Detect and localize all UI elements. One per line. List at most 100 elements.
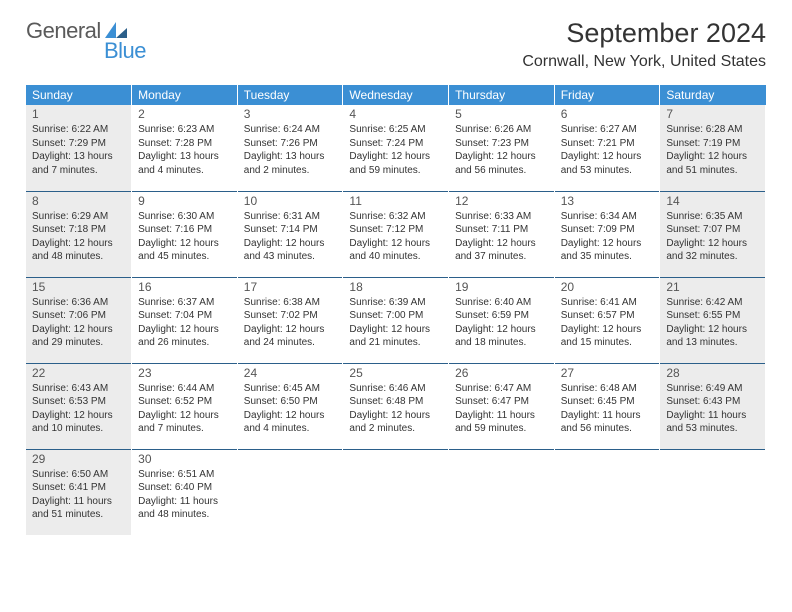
sunset-text: Sunset: 7:04 PM bbox=[138, 309, 231, 323]
daylight-text: Daylight: 12 hours bbox=[349, 237, 442, 251]
sunrise-text: Sunrise: 6:50 AM bbox=[32, 468, 125, 482]
sunrise-text: Sunrise: 6:25 AM bbox=[349, 123, 442, 137]
daylight-text: Daylight: 12 hours bbox=[666, 150, 759, 164]
day-number: 13 bbox=[561, 194, 654, 208]
day-cell: 11Sunrise: 6:32 AMSunset: 7:12 PMDayligh… bbox=[343, 191, 449, 277]
sunset-text: Sunset: 7:19 PM bbox=[666, 137, 759, 151]
daylight-text: and 7 minutes. bbox=[32, 164, 125, 178]
daylight-text: and 48 minutes. bbox=[32, 250, 125, 264]
day-number: 6 bbox=[561, 107, 654, 121]
day-cell: 16Sunrise: 6:37 AMSunset: 7:04 PMDayligh… bbox=[132, 277, 238, 363]
calendar-table: SundayMondayTuesdayWednesdayThursdayFrid… bbox=[26, 85, 766, 535]
daylight-text: Daylight: 11 hours bbox=[561, 409, 654, 423]
daylight-text: and 13 minutes. bbox=[666, 336, 759, 350]
daylight-text: and 4 minutes. bbox=[138, 164, 231, 178]
day-number: 12 bbox=[455, 194, 548, 208]
daylight-text: and 4 minutes. bbox=[244, 422, 337, 436]
sunrise-text: Sunrise: 6:31 AM bbox=[244, 210, 337, 224]
daylight-text: Daylight: 11 hours bbox=[138, 495, 231, 509]
daylight-text: Daylight: 11 hours bbox=[32, 495, 125, 509]
day-cell: 19Sunrise: 6:40 AMSunset: 6:59 PMDayligh… bbox=[449, 277, 555, 363]
day-cell bbox=[343, 449, 449, 535]
daylight-text: and 2 minutes. bbox=[244, 164, 337, 178]
day-cell bbox=[237, 449, 343, 535]
day-number: 24 bbox=[244, 366, 337, 380]
sunset-text: Sunset: 7:21 PM bbox=[561, 137, 654, 151]
day-cell: 29Sunrise: 6:50 AMSunset: 6:41 PMDayligh… bbox=[26, 449, 132, 535]
daylight-text: Daylight: 12 hours bbox=[244, 409, 337, 423]
day-header: Wednesday bbox=[343, 85, 449, 105]
daylight-text: and 32 minutes. bbox=[666, 250, 759, 264]
sunrise-text: Sunrise: 6:33 AM bbox=[455, 210, 548, 224]
logo-text-2: Blue bbox=[104, 38, 146, 64]
day-number: 30 bbox=[138, 452, 231, 466]
day-number: 11 bbox=[349, 194, 442, 208]
day-number: 1 bbox=[32, 107, 125, 121]
day-cell: 25 Sunrise: 6:46 AMSunset: 6:48 PMDayligh… bbox=[343, 363, 449, 449]
daylight-text: Daylight: 12 hours bbox=[561, 323, 654, 337]
sunset-text: Sunset: 7:09 PM bbox=[561, 223, 654, 237]
day-header: Friday bbox=[554, 85, 660, 105]
sunset-text: Sunset: 7:12 PM bbox=[349, 223, 442, 237]
daylight-text: and 53 minutes. bbox=[561, 164, 654, 178]
day-number: 8 bbox=[32, 194, 125, 208]
day-header: Saturday bbox=[660, 85, 766, 105]
day-number: 23 bbox=[138, 366, 231, 380]
daylight-text: Daylight: 12 hours bbox=[349, 409, 442, 423]
daylight-text: and 43 minutes. bbox=[244, 250, 337, 264]
day-number: 25 bbox=[349, 366, 442, 380]
daylight-text: and 2 minutes. bbox=[349, 422, 442, 436]
daylight-text: Daylight: 12 hours bbox=[455, 150, 548, 164]
sunrise-text: Sunrise: 6:46 AM bbox=[349, 382, 442, 396]
day-number: 2 bbox=[138, 107, 231, 121]
day-number: 26 bbox=[455, 366, 548, 380]
sunset-text: Sunset: 7:18 PM bbox=[32, 223, 125, 237]
sunrise-text: Sunrise: 6:28 AM bbox=[666, 123, 759, 137]
day-number: 9 bbox=[138, 194, 231, 208]
sunset-text: Sunset: 6:41 PM bbox=[32, 481, 125, 495]
location: Cornwall, New York, United States bbox=[522, 53, 766, 71]
daylight-text: Daylight: 13 hours bbox=[138, 150, 231, 164]
sunrise-text: Sunrise: 6:48 AM bbox=[561, 382, 654, 396]
sunset-text: Sunset: 7:00 PM bbox=[349, 309, 442, 323]
day-number: 20 bbox=[561, 280, 654, 294]
sunset-text: Sunset: 7:07 PM bbox=[666, 223, 759, 237]
daylight-text: and 15 minutes. bbox=[561, 336, 654, 350]
daylight-text: and 53 minutes. bbox=[666, 422, 759, 436]
day-cell: 13Sunrise: 6:34 AMSunset: 7:09 PMDayligh… bbox=[554, 191, 660, 277]
daylight-text: and 51 minutes. bbox=[666, 164, 759, 178]
sunset-text: Sunset: 7:28 PM bbox=[138, 137, 231, 151]
day-cell: 24Sunrise: 6:45 AMSunset: 6:50 PMDayligh… bbox=[237, 363, 343, 449]
sunrise-text: Sunrise: 6:41 AM bbox=[561, 296, 654, 310]
sunset-text: Sunset: 7:02 PM bbox=[244, 309, 337, 323]
sunset-text: Sunset: 6:53 PM bbox=[32, 395, 125, 409]
daylight-text: Daylight: 12 hours bbox=[32, 237, 125, 251]
sunset-text: Sunset: 6:55 PM bbox=[666, 309, 759, 323]
day-cell: 14Sunrise: 6:35 AMSunset: 7:07 PMDayligh… bbox=[660, 191, 766, 277]
day-cell: 6Sunrise: 6:27 AMSunset: 7:21 PMDaylight… bbox=[554, 105, 660, 191]
daylight-text: Daylight: 11 hours bbox=[666, 409, 759, 423]
daylight-text: Daylight: 12 hours bbox=[32, 323, 125, 337]
sunset-text: Sunset: 7:16 PM bbox=[138, 223, 231, 237]
daylight-text: Daylight: 12 hours bbox=[455, 237, 548, 251]
daylight-text: Daylight: 12 hours bbox=[561, 150, 654, 164]
day-number: 14 bbox=[666, 194, 759, 208]
daylight-text: and 40 minutes. bbox=[349, 250, 442, 264]
sunset-text: Sunset: 6:59 PM bbox=[455, 309, 548, 323]
sunrise-text: Sunrise: 6:39 AM bbox=[349, 296, 442, 310]
day-cell bbox=[554, 449, 660, 535]
daylight-text: Daylight: 13 hours bbox=[32, 150, 125, 164]
daylight-text: Daylight: 12 hours bbox=[455, 323, 548, 337]
day-cell: 4Sunrise: 6:25 AMSunset: 7:24 PMDaylight… bbox=[343, 105, 449, 191]
sunset-text: Sunset: 6:52 PM bbox=[138, 395, 231, 409]
daylight-text: Daylight: 13 hours bbox=[244, 150, 337, 164]
day-cell: 21Sunrise: 6:42 AMSunset: 6:55 PMDayligh… bbox=[660, 277, 766, 363]
daylight-text: and 35 minutes. bbox=[561, 250, 654, 264]
sunrise-text: Sunrise: 6:34 AM bbox=[561, 210, 654, 224]
sunset-text: Sunset: 6:45 PM bbox=[561, 395, 654, 409]
daylight-text: and 59 minutes. bbox=[455, 422, 548, 436]
sunset-text: Sunset: 6:40 PM bbox=[138, 481, 231, 495]
day-cell: 30Sunrise: 6:51 AMSunset: 6:40 PMDayligh… bbox=[132, 449, 238, 535]
sunrise-text: Sunrise: 6:49 AM bbox=[666, 382, 759, 396]
sunset-text: Sunset: 6:48 PM bbox=[349, 395, 442, 409]
